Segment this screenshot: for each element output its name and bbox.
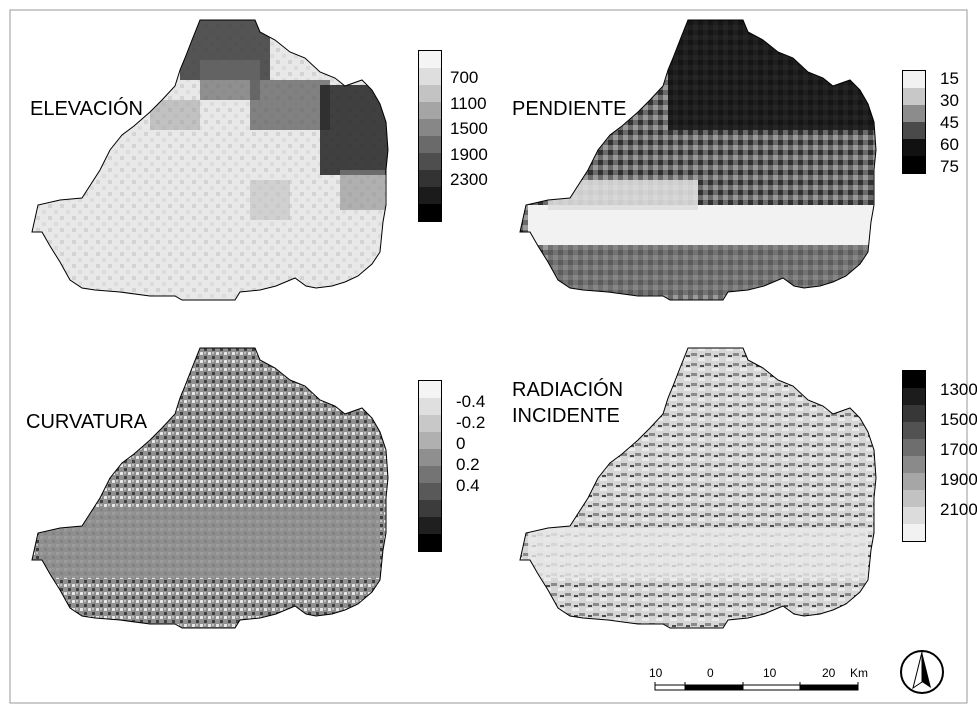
legend-label: 1900 (450, 144, 488, 164)
legend-swatch (419, 102, 441, 119)
legend-swatch (903, 371, 925, 388)
legend-swatch (419, 415, 441, 432)
legend-swatch (903, 88, 925, 105)
curvature-map (31, 347, 389, 629)
legend-swatch (419, 68, 441, 85)
legend-label: 0.2 (456, 455, 480, 474)
legend-swatch (419, 500, 441, 517)
legend-label: 1100 (450, 93, 487, 113)
legend-swatch (419, 398, 441, 415)
slope-map (519, 19, 877, 301)
slope-title: PENDIENTE (512, 98, 627, 120)
legend-swatch (419, 51, 441, 68)
legend-swatch (903, 473, 925, 490)
legend-swatch (903, 456, 925, 473)
north-arrow-icon (900, 650, 944, 694)
legend-label: 2300 (450, 170, 488, 190)
legend-swatch (419, 170, 441, 187)
legend-swatch (903, 105, 925, 122)
legend-label: 1900 (940, 470, 977, 489)
legend-swatch (903, 405, 925, 422)
radiation-map (519, 347, 877, 629)
legend-swatch (419, 85, 441, 102)
legend-swatch (419, 483, 441, 500)
legend-swatch (903, 71, 925, 88)
legend-swatch (903, 524, 925, 541)
legend-swatch (903, 490, 925, 507)
legend-swatch (419, 432, 441, 449)
legend-swatch (419, 153, 441, 170)
legend-swatch (419, 381, 441, 398)
radiation-title-line2: INCIDENTE (512, 405, 620, 427)
elevation-map (31, 19, 389, 301)
scale-unit-label: Km (850, 666, 868, 680)
legend-swatch (903, 507, 925, 524)
scale-tick-label: 0 (707, 666, 714, 680)
legend-label: 45 (940, 113, 959, 132)
legend-swatch (419, 119, 441, 136)
legend-swatch (419, 204, 441, 221)
legend-swatch (903, 139, 925, 156)
legend-swatch (419, 534, 441, 551)
legend-label: 2100 (940, 500, 977, 519)
legend-swatch (903, 422, 925, 439)
legend-label: 15 (940, 69, 959, 88)
legend-label: 1700 (940, 440, 977, 459)
legend-label: 1300 (940, 380, 977, 399)
legend-label: 1500 (940, 410, 977, 429)
scale-tick-label: 10 (649, 666, 663, 680)
radiation-title-line1: RADIACIÓN (512, 379, 624, 401)
legend-swatch (903, 439, 925, 456)
legend-swatch (419, 466, 441, 483)
legend-label: 1500 (450, 119, 488, 139)
scale-tick-label: 10 (763, 666, 777, 680)
legend-label: 30 (940, 91, 959, 110)
legend-swatch (419, 187, 441, 204)
legend-swatch (419, 517, 441, 534)
scale-tick-label: 20 (822, 666, 836, 680)
legend-swatch (903, 388, 925, 405)
legend-label: 75 (940, 157, 959, 176)
legend-swatch (419, 136, 441, 153)
curvature-title: CURVATURA (26, 411, 148, 433)
legend-swatches (418, 380, 442, 552)
legend-label: 700 (450, 68, 479, 87)
legend-label: 0 (456, 434, 466, 453)
elevation-title: ELEVACIÓN (30, 98, 143, 120)
legend-label: -0.2 (456, 413, 486, 432)
legend-swatch (903, 156, 925, 173)
legend-swatch (903, 122, 925, 139)
legend-label: 60 (940, 135, 959, 154)
legend-label: 0.4 (456, 476, 480, 495)
legend-swatch (419, 449, 441, 466)
legend-swatches (902, 370, 926, 542)
legend-swatches (902, 70, 926, 174)
legend-label: -0.4 (456, 392, 486, 411)
legend-swatches (418, 50, 442, 222)
scale-bar (654, 682, 859, 691)
